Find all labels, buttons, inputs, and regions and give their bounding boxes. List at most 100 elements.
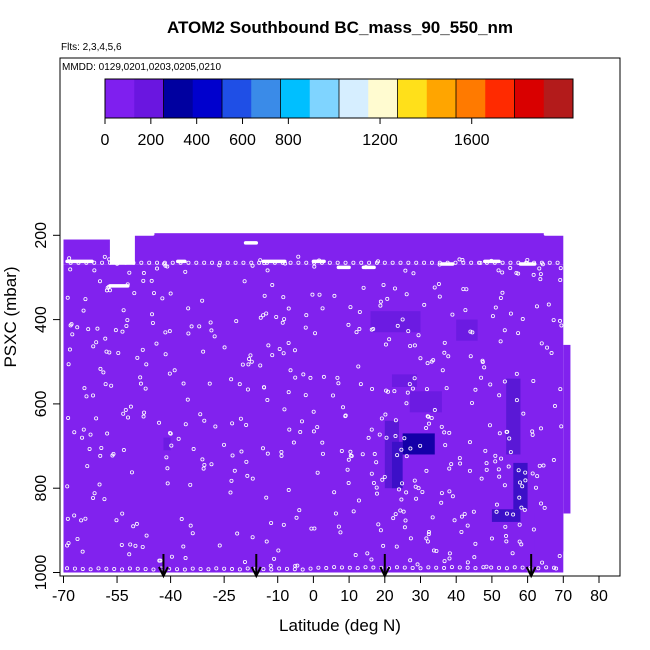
sample-point bbox=[168, 291, 173, 296]
sample-point bbox=[94, 340, 99, 345]
sample-point bbox=[120, 329, 125, 334]
sample-point bbox=[347, 565, 352, 570]
sample-point bbox=[383, 342, 388, 347]
sample-point bbox=[468, 329, 473, 334]
sample-point bbox=[414, 260, 419, 265]
sample-point bbox=[127, 270, 132, 275]
sample-point bbox=[500, 260, 505, 265]
sample-point bbox=[241, 260, 246, 265]
sample-point bbox=[324, 566, 329, 571]
sample-point bbox=[383, 412, 388, 417]
sample-point bbox=[361, 285, 366, 290]
sample-point bbox=[315, 470, 320, 475]
sample-point bbox=[404, 401, 409, 406]
sample-point bbox=[261, 567, 266, 572]
sample-point bbox=[404, 292, 409, 297]
sample-point bbox=[413, 484, 418, 489]
colorbar-tick-label: 800 bbox=[275, 132, 302, 149]
sample-point bbox=[157, 558, 162, 563]
colorbar-swatch bbox=[163, 79, 194, 118]
y-axis-label: PSXC (mbar) bbox=[1, 266, 20, 367]
sample-point bbox=[96, 566, 101, 571]
sample-point bbox=[123, 408, 128, 413]
sample-point bbox=[228, 490, 233, 495]
sample-point bbox=[264, 539, 269, 544]
sample-point bbox=[489, 565, 494, 570]
sample-point bbox=[245, 387, 250, 392]
sample-point bbox=[68, 267, 73, 272]
sample-point bbox=[191, 447, 196, 452]
sample-point bbox=[162, 260, 167, 265]
sample-point bbox=[557, 318, 562, 323]
sample-point bbox=[473, 387, 478, 392]
sample-point bbox=[382, 260, 387, 265]
sample-point bbox=[467, 468, 472, 473]
concentration-cell bbox=[491, 509, 521, 522]
sample-point bbox=[183, 269, 188, 274]
sample-point bbox=[98, 453, 103, 458]
sample-point bbox=[113, 328, 118, 333]
sample-point bbox=[198, 566, 203, 571]
colorbar-swatch bbox=[426, 79, 457, 118]
sample-point bbox=[80, 435, 85, 440]
sample-point bbox=[292, 567, 297, 572]
sample-point bbox=[422, 302, 427, 307]
sample-point bbox=[450, 312, 455, 317]
sample-point bbox=[420, 489, 425, 494]
sample-point bbox=[363, 565, 368, 570]
sample-point bbox=[167, 371, 172, 376]
sample-point bbox=[321, 374, 326, 379]
sample-point bbox=[408, 536, 413, 541]
sample-point bbox=[120, 511, 125, 516]
colorbar-tick-label: 0 bbox=[101, 132, 110, 149]
observation-points bbox=[65, 232, 566, 572]
sample-point bbox=[250, 476, 255, 481]
sample-point bbox=[434, 549, 439, 554]
sample-point bbox=[296, 260, 301, 265]
colorbar-swatch bbox=[280, 79, 311, 118]
sample-point bbox=[414, 496, 419, 501]
sample-point bbox=[482, 365, 487, 370]
sample-point bbox=[279, 449, 284, 454]
sample-point bbox=[183, 556, 188, 561]
sample-point bbox=[286, 340, 291, 345]
sample-point bbox=[537, 463, 542, 468]
sample-point bbox=[320, 451, 325, 456]
sample-point bbox=[470, 330, 475, 335]
sample-point bbox=[369, 471, 374, 476]
sample-point bbox=[175, 567, 180, 572]
sample-point bbox=[425, 414, 430, 419]
sample-point bbox=[484, 467, 489, 472]
sample-point bbox=[115, 260, 120, 265]
colorbar: 0 200 400 600 800 1200 1600 bbox=[101, 78, 574, 149]
sample-point bbox=[262, 385, 267, 390]
sample-point bbox=[66, 415, 71, 420]
sample-point bbox=[477, 260, 482, 265]
sample-point bbox=[222, 345, 227, 350]
x-tick-label: 30 bbox=[412, 588, 430, 605]
sample-point bbox=[379, 416, 384, 421]
sample-point bbox=[246, 357, 251, 362]
sample-point bbox=[209, 462, 214, 467]
sample-point bbox=[237, 382, 242, 387]
sample-point bbox=[531, 378, 536, 383]
sample-point bbox=[154, 341, 159, 346]
sample-point bbox=[249, 260, 254, 265]
sample-point bbox=[269, 567, 274, 572]
sample-point bbox=[457, 565, 462, 570]
sample-point bbox=[359, 260, 364, 265]
sample-point bbox=[66, 362, 71, 367]
sample-point bbox=[235, 531, 240, 536]
sample-point bbox=[520, 317, 525, 322]
sample-point bbox=[100, 260, 105, 265]
sample-point bbox=[140, 545, 145, 550]
sample-point bbox=[282, 407, 287, 412]
sample-point bbox=[479, 476, 484, 481]
sample-point bbox=[338, 530, 343, 535]
sample-point bbox=[444, 386, 449, 391]
sample-point bbox=[230, 453, 235, 458]
sample-point bbox=[88, 432, 93, 437]
sample-point bbox=[369, 557, 374, 562]
sample-point bbox=[155, 266, 160, 271]
